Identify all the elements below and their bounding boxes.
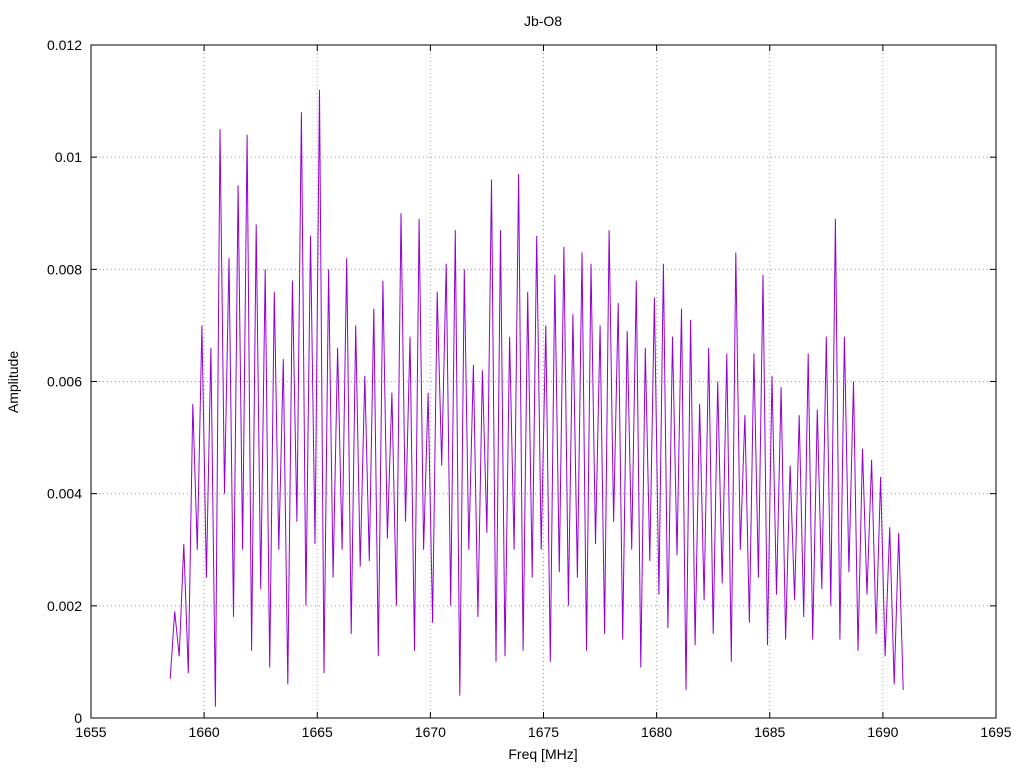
y-tick-label: 0.01: [55, 149, 82, 165]
y-axis-label: Amplitude: [5, 351, 21, 413]
chart-title: Jb-O8: [524, 13, 562, 29]
x-tick-label: 1660: [189, 724, 220, 740]
grid: [91, 45, 996, 718]
x-tick-label: 1675: [528, 724, 559, 740]
x-tick-label: 1655: [75, 724, 106, 740]
y-tick-label: 0.012: [47, 37, 82, 53]
x-tick-label: 1670: [415, 724, 446, 740]
y-tick-label: 0.006: [47, 374, 82, 390]
x-tick-label: 1695: [980, 724, 1011, 740]
ticks: 1655 1660 1665 1670 1675 1680 1685 1690 1695 0 0.0…: [47, 37, 1012, 740]
x-tick-label: 1685: [754, 724, 785, 740]
y-tick-label: 0.002: [47, 598, 82, 614]
y-tick-label: 0.008: [47, 261, 82, 277]
x-axis-label: Freq [MHz]: [508, 746, 577, 762]
x-tick-label: 1665: [302, 724, 333, 740]
x-tick-label: 1680: [641, 724, 672, 740]
y-tick-label: 0: [74, 710, 82, 726]
y-tick-label: 0.004: [47, 486, 82, 502]
series-line-amplitude: [169, 89, 904, 707]
x-tick-label: 1690: [867, 724, 898, 740]
